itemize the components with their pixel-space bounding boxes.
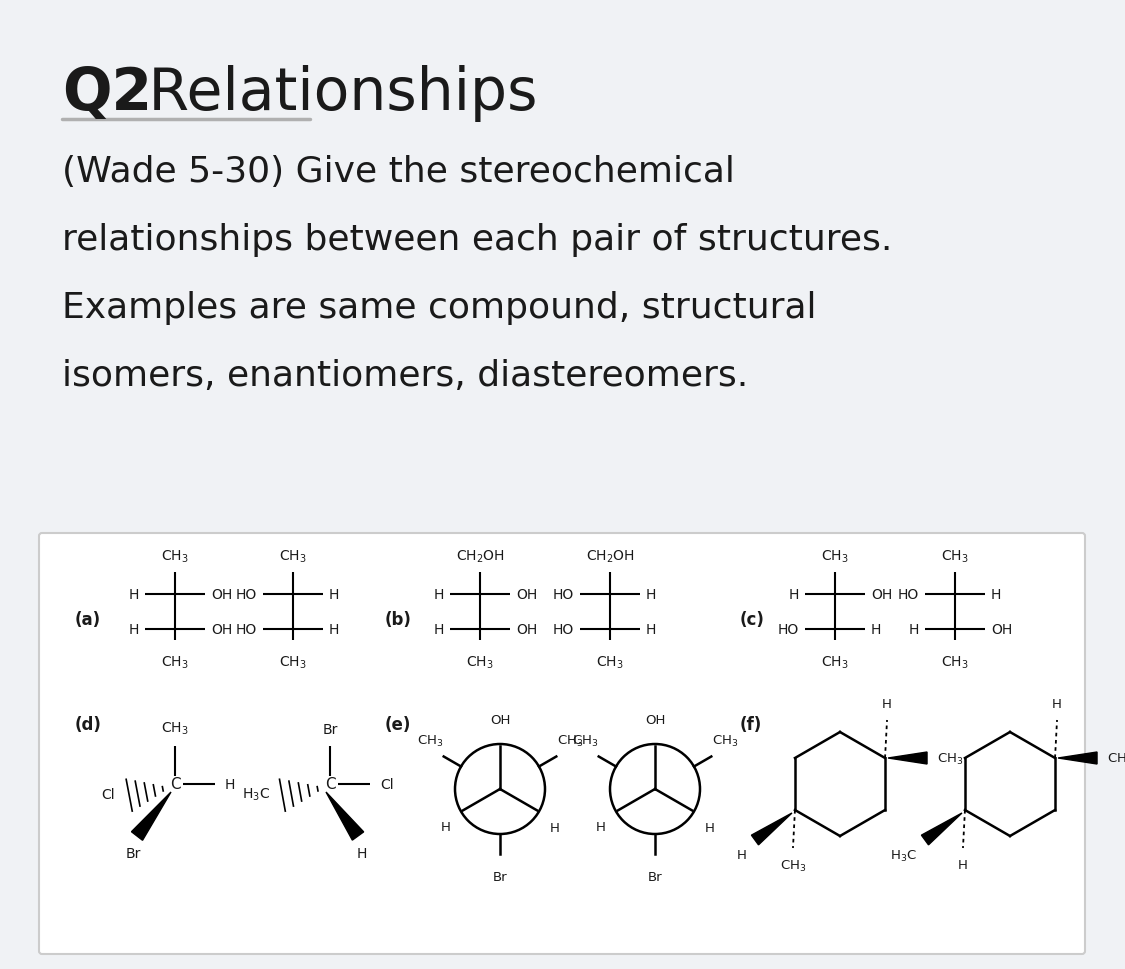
Text: H: H: [225, 777, 235, 791]
Text: H: H: [958, 859, 968, 871]
Polygon shape: [132, 793, 171, 840]
Text: H: H: [646, 587, 656, 602]
Text: H: H: [433, 587, 444, 602]
Text: CH$_3$: CH$_3$: [466, 654, 494, 671]
Text: CH$_3$: CH$_3$: [1107, 751, 1125, 766]
Text: H: H: [357, 846, 367, 860]
Text: CH$_3$: CH$_3$: [557, 734, 584, 749]
Text: C: C: [325, 777, 335, 792]
Text: HO: HO: [777, 622, 799, 637]
Text: CH$_3$: CH$_3$: [780, 859, 807, 873]
Text: CH$_3$: CH$_3$: [821, 654, 849, 671]
Text: CH$_3$: CH$_3$: [279, 548, 307, 565]
Text: CH$_3$: CH$_3$: [821, 548, 849, 565]
Text: H: H: [328, 622, 340, 637]
Text: OH: OH: [212, 622, 232, 637]
Text: Examples are same compound, structural: Examples are same compound, structural: [62, 291, 817, 325]
Text: OH: OH: [645, 713, 665, 726]
Text: H: H: [128, 587, 140, 602]
Text: Br: Br: [493, 870, 507, 883]
Polygon shape: [326, 793, 363, 840]
Text: H: H: [328, 587, 340, 602]
Text: (b): (b): [385, 610, 412, 628]
Text: Cl: Cl: [380, 777, 394, 791]
Text: CH$_3$: CH$_3$: [416, 734, 443, 749]
Text: H: H: [882, 698, 892, 710]
Text: relationships between each pair of structures.: relationships between each pair of struc…: [62, 223, 892, 257]
Text: CH$_3$: CH$_3$: [942, 548, 969, 565]
Text: Br: Br: [125, 846, 141, 860]
Text: H: H: [737, 848, 747, 861]
FancyBboxPatch shape: [39, 534, 1084, 954]
Text: H: H: [550, 821, 559, 833]
Text: OH: OH: [991, 622, 1012, 637]
Text: (Wade 5-30) Give the stereochemical: (Wade 5-30) Give the stereochemical: [62, 155, 735, 189]
Text: isomers, enantiomers, diastereomers.: isomers, enantiomers, diastereomers.: [62, 359, 748, 392]
Text: OH: OH: [212, 587, 232, 602]
Text: H: H: [128, 622, 140, 637]
Text: (f): (f): [740, 715, 763, 734]
Text: (d): (d): [75, 715, 102, 734]
Text: C: C: [170, 777, 180, 792]
Text: CH$_2$OH: CH$_2$OH: [456, 548, 504, 565]
Text: CH$_3$: CH$_3$: [161, 720, 189, 736]
Text: H: H: [789, 587, 799, 602]
Text: H: H: [909, 622, 919, 637]
Text: H: H: [871, 622, 881, 637]
Text: HO: HO: [552, 622, 574, 637]
Text: CH$_2$OH: CH$_2$OH: [586, 548, 634, 565]
Text: Q2: Q2: [62, 65, 152, 122]
Text: OH: OH: [489, 713, 511, 726]
Text: CH$_3$: CH$_3$: [161, 654, 189, 671]
Text: H: H: [646, 622, 656, 637]
Text: CH$_3$: CH$_3$: [942, 654, 969, 671]
Text: H$_3$C: H$_3$C: [242, 786, 270, 802]
Polygon shape: [1058, 752, 1097, 765]
Text: HO: HO: [552, 587, 574, 602]
Text: Cl: Cl: [101, 787, 115, 801]
Text: CH$_3$: CH$_3$: [161, 548, 189, 565]
Polygon shape: [888, 752, 927, 765]
Text: OH: OH: [516, 587, 538, 602]
Polygon shape: [752, 813, 792, 845]
Text: H: H: [595, 821, 605, 833]
Text: CH$_3$: CH$_3$: [279, 654, 307, 671]
Text: H: H: [433, 622, 444, 637]
Text: H$_3$C: H$_3$C: [890, 848, 917, 863]
Text: HO: HO: [898, 587, 919, 602]
Text: (e): (e): [385, 715, 412, 734]
Text: Br: Br: [648, 870, 663, 883]
Text: OH: OH: [516, 622, 538, 637]
Text: HO: HO: [236, 622, 256, 637]
Text: CH$_3$: CH$_3$: [596, 654, 624, 671]
Text: (a): (a): [75, 610, 101, 628]
Text: OH: OH: [871, 587, 892, 602]
Text: Relationships: Relationships: [130, 65, 538, 122]
Text: H: H: [704, 821, 714, 833]
Text: CH$_3$: CH$_3$: [937, 751, 963, 766]
Polygon shape: [921, 813, 962, 845]
Text: Br: Br: [323, 722, 338, 736]
Text: (c): (c): [740, 610, 765, 628]
Text: H: H: [441, 821, 450, 833]
Text: HO: HO: [236, 587, 256, 602]
Text: CH$_3$: CH$_3$: [712, 734, 738, 749]
Text: H: H: [991, 587, 1001, 602]
Text: CH$_3$: CH$_3$: [572, 734, 598, 749]
Text: H: H: [1052, 698, 1062, 710]
